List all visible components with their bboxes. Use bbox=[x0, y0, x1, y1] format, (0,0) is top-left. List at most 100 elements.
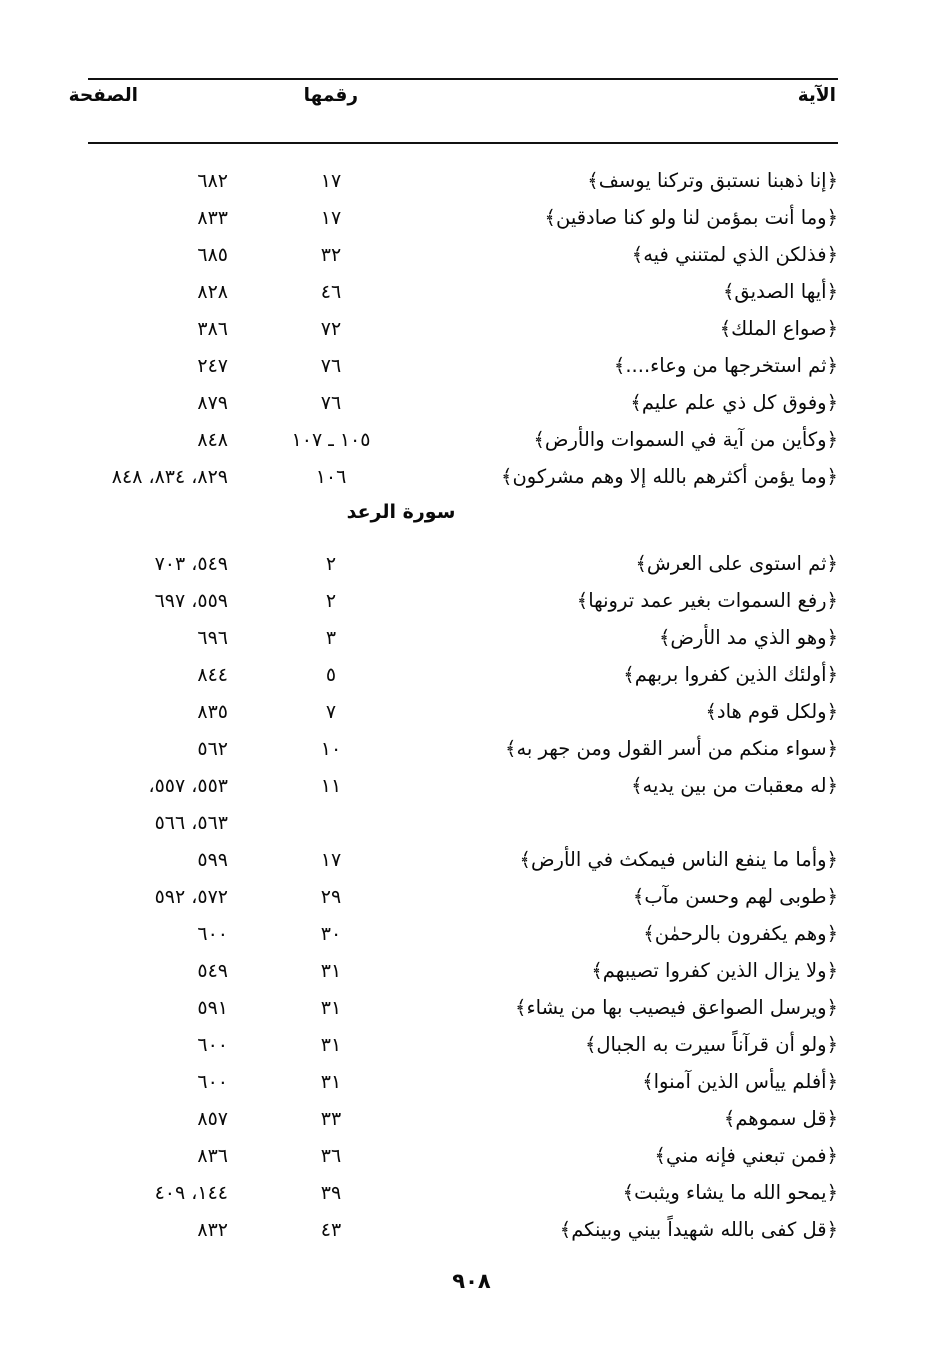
table-row: ﴿قل كفى بالله شهيداً بيني وبينكم﴾ ٤٣ ٨٣٢ bbox=[88, 1213, 838, 1250]
page-reference: ٥٤٩، ٧٠٣ bbox=[154, 553, 228, 575]
table-row: ﴿ولكل قوم هاد﴾ ٧ ٨٣٥ bbox=[88, 695, 838, 732]
table-row: ﴿وكأين من آية في السموات والأرض﴾ ١٠٥ ـ ١… bbox=[88, 423, 838, 460]
page-reference: ٥٤٩ bbox=[197, 960, 228, 982]
page-reference: ٣٨٦ bbox=[197, 318, 228, 340]
surah-title: سورة الرعد bbox=[346, 501, 456, 523]
verse-number: ١٧ bbox=[320, 170, 342, 192]
verse-index-table: الصفحة رقمها الآية ﴿إنا ذهبنا نستبق وترك… bbox=[69, 78, 838, 1250]
verse-number: ١٠٥ ـ ١٠٧ bbox=[291, 429, 371, 451]
page-reference: ٨٣٥ bbox=[197, 701, 228, 723]
page-reference: ٥٩٩ bbox=[197, 849, 228, 871]
table-row: ﴿ثم استخرجها من وعاء....﴾ ٧٦ ٢٤٧ bbox=[88, 349, 838, 386]
page-reference: ٨٧٩ bbox=[197, 392, 228, 414]
verse-number: ٣٢ bbox=[320, 244, 342, 266]
table-row: ﴿وهم يكفرون بالرحمٰن﴾ ٣٠ ٦٠٠ bbox=[88, 917, 838, 954]
verse-number: ٧٦ bbox=[320, 392, 342, 414]
verse-text: ﴿وهو الذي مد الأرض﴾ bbox=[658, 626, 838, 649]
verse-number: ٢ bbox=[325, 590, 337, 612]
verse-text: ﴿سواء منكم من أسر القول ومن جهر به﴾ bbox=[505, 737, 838, 760]
verse-number: ١٠ bbox=[320, 738, 342, 760]
column-header-page: الصفحة bbox=[68, 85, 138, 106]
verse-number: ١٧ bbox=[320, 207, 342, 229]
page-reference: ٦٠٠ bbox=[197, 1034, 228, 1056]
verse-text: ﴿فذلكن الذي لمتنني فيه﴾ bbox=[631, 243, 838, 266]
page-reference: ٢٤٧ bbox=[197, 355, 228, 377]
surah-heading-row: سورة الرعد bbox=[88, 497, 838, 547]
verse-number: ٣١ bbox=[320, 960, 342, 982]
table-row: ﴿ولا يزال الذين كفروا تصيبهم﴾ ٣١ ٥٤٩ bbox=[88, 954, 838, 991]
table-row: ﴿ثم استوى على العرش﴾ ٢ ٥٤٩، ٧٠٣ bbox=[88, 547, 838, 584]
verse-number: ٤٦ bbox=[320, 281, 342, 303]
table-row: ﴿فذلكن الذي لمتنني فيه﴾ ٣٢ ٦٨٥ bbox=[88, 238, 838, 275]
table-row: ﴿وما أنت بمؤمن لنا ولو كنا صادقين﴾ ١٧ ٨٣… bbox=[88, 201, 838, 238]
verse-text: ﴿إنا ذهبنا نستبق وتركنا يوسف﴾ bbox=[587, 169, 838, 192]
verse-text: ﴿ويرسل الصواعق فيصيب بها من يشاء﴾ bbox=[515, 996, 838, 1019]
verse-text: ﴿ولو أن قرآناً سيرت به الجبال﴾ bbox=[584, 1033, 838, 1056]
table-row: ﴿إنا ذهبنا نستبق وتركنا يوسف﴾ ١٧ ٦٨٢ bbox=[88, 164, 838, 201]
verse-text: ﴿وما أنت بمؤمن لنا ولو كنا صادقين﴾ bbox=[544, 206, 838, 229]
verse-text: ﴿رفع السموات بغير عمد ترونها﴾ bbox=[576, 589, 838, 612]
verse-text: ﴿وما يؤمن أكثرهم بالله إلا وهم مشركون﴾ bbox=[501, 465, 838, 488]
page-reference: ٥٦٢ bbox=[197, 738, 228, 760]
verse-number: ٢ bbox=[325, 553, 337, 575]
page-reference: ٥٥٣، ٥٥٧، bbox=[148, 775, 228, 797]
verse-text: ﴿أيها الصديق﴾ bbox=[722, 280, 838, 303]
table-row: ﴿وهو الذي مد الأرض﴾ ٣ ٦٩٦ bbox=[88, 621, 838, 658]
verse-number: ٣٠ bbox=[320, 923, 342, 945]
table-row: ﴿رفع السموات بغير عمد ترونها﴾ ٢ ٥٥٩، ٦٩٧ bbox=[88, 584, 838, 621]
verse-text: ﴿يمحو الله ما يشاء ويثبت﴾ bbox=[622, 1181, 838, 1204]
verse-text: ﴿أولئك الذين كفروا بربهم﴾ bbox=[623, 663, 838, 686]
verse-number: ١٧ bbox=[320, 849, 342, 871]
page-reference: ٦٨٢ bbox=[197, 170, 228, 192]
verse-number: ٣ bbox=[325, 627, 337, 649]
table-row: ﴿أفلم ييأس الذين آمنوا﴾ ٣١ ٦٠٠ bbox=[88, 1065, 838, 1102]
verse-text: ﴿فمن تبعني فإنه مني﴾ bbox=[654, 1144, 838, 1167]
verse-number: ٣١ bbox=[320, 1071, 342, 1093]
page-reference: ٦٩٦ bbox=[197, 627, 228, 649]
verse-text: ﴿له معقبات من بين يديه﴾ bbox=[631, 774, 838, 797]
table-row: ﴿قل سموهم﴾ ٣٣ ٨٥٧ bbox=[88, 1102, 838, 1139]
verse-text: ﴿طوبى لهم وحسن مآب﴾ bbox=[632, 885, 838, 908]
table-row: ﴿فمن تبعني فإنه مني﴾ ٣٦ ٨٣٦ bbox=[88, 1139, 838, 1176]
verse-number: ٥ bbox=[325, 664, 337, 686]
verse-text: ﴿ولكل قوم هاد﴾ bbox=[705, 700, 838, 723]
page-reference: ٨٣٦ bbox=[197, 1145, 228, 1167]
page-reference-continued: ٥٦٣، ٥٦٦ bbox=[154, 812, 228, 834]
page-reference: ١٤٤، ٤٠٩ bbox=[154, 1182, 228, 1204]
page-reference: ٨٤٤ bbox=[197, 664, 228, 686]
column-header-number: رقمها bbox=[303, 85, 358, 106]
verse-text: ﴿قل كفى بالله شهيداً بيني وبينكم﴾ bbox=[559, 1218, 838, 1241]
verse-number: ٣٣ bbox=[320, 1108, 342, 1130]
page-reference: ٥٥٩، ٦٩٧ bbox=[154, 590, 228, 612]
page-reference: ٨٥٧ bbox=[197, 1108, 228, 1130]
table-header-rule bbox=[88, 142, 838, 144]
table-row: ﴿وما يؤمن أكثرهم بالله إلا وهم مشركون﴾ ١… bbox=[88, 460, 838, 497]
verse-number: ٣٩ bbox=[320, 1182, 342, 1204]
verse-number: ٣١ bbox=[320, 997, 342, 1019]
verse-text: ﴿وكأين من آية في السموات والأرض﴾ bbox=[533, 428, 838, 451]
verse-text: ﴿وهم يكفرون بالرحمٰن﴾ bbox=[643, 922, 838, 945]
verse-text: ﴿ثم استوى على العرش﴾ bbox=[635, 552, 838, 575]
verse-number: ٧٢ bbox=[320, 318, 342, 340]
verse-text: ﴿وفوق كل ذي علم عليم﴾ bbox=[630, 391, 838, 414]
verse-number: ٧ bbox=[325, 701, 337, 723]
column-header-verse: الآية bbox=[797, 85, 836, 106]
table-row: ﴿ويرسل الصواعق فيصيب بها من يشاء﴾ ٣١ ٥٩١ bbox=[88, 991, 838, 1028]
table-row: ﴿طوبى لهم وحسن مآب﴾ ٢٩ ٥٧٢، ٥٩٢ bbox=[88, 880, 838, 917]
table-row: ﴿وفوق كل ذي علم عليم﴾ ٧٦ ٨٧٩ bbox=[88, 386, 838, 423]
verse-text: ﴿قل سموهم﴾ bbox=[723, 1107, 838, 1130]
table-row-continuation: ٥٦٣، ٥٦٦ bbox=[88, 806, 838, 843]
table-header-row: الصفحة رقمها الآية bbox=[69, 80, 838, 112]
page-reference: ٥٩١ bbox=[197, 997, 228, 1019]
table-row: ﴿أولئك الذين كفروا بربهم﴾ ٥ ٨٤٤ bbox=[88, 658, 838, 695]
page-reference: ٨٢٨ bbox=[197, 281, 228, 303]
page-reference: ٨٣٣ bbox=[197, 207, 228, 229]
verse-text: ﴿ولا يزال الذين كفروا تصيبهم﴾ bbox=[591, 959, 838, 982]
verse-text: ﴿ثم استخرجها من وعاء....﴾ bbox=[613, 354, 838, 377]
verse-number: ٣١ bbox=[320, 1034, 342, 1056]
table-body: ﴿إنا ذهبنا نستبق وتركنا يوسف﴾ ١٧ ٦٨٢ ﴿وم… bbox=[88, 164, 838, 1250]
table-row: ﴿صواع الملك﴾ ٧٢ ٣٨٦ bbox=[88, 312, 838, 349]
verse-number: ٤٣ bbox=[320, 1219, 342, 1241]
table-row: ﴿ولو أن قرآناً سيرت به الجبال﴾ ٣١ ٦٠٠ bbox=[88, 1028, 838, 1065]
